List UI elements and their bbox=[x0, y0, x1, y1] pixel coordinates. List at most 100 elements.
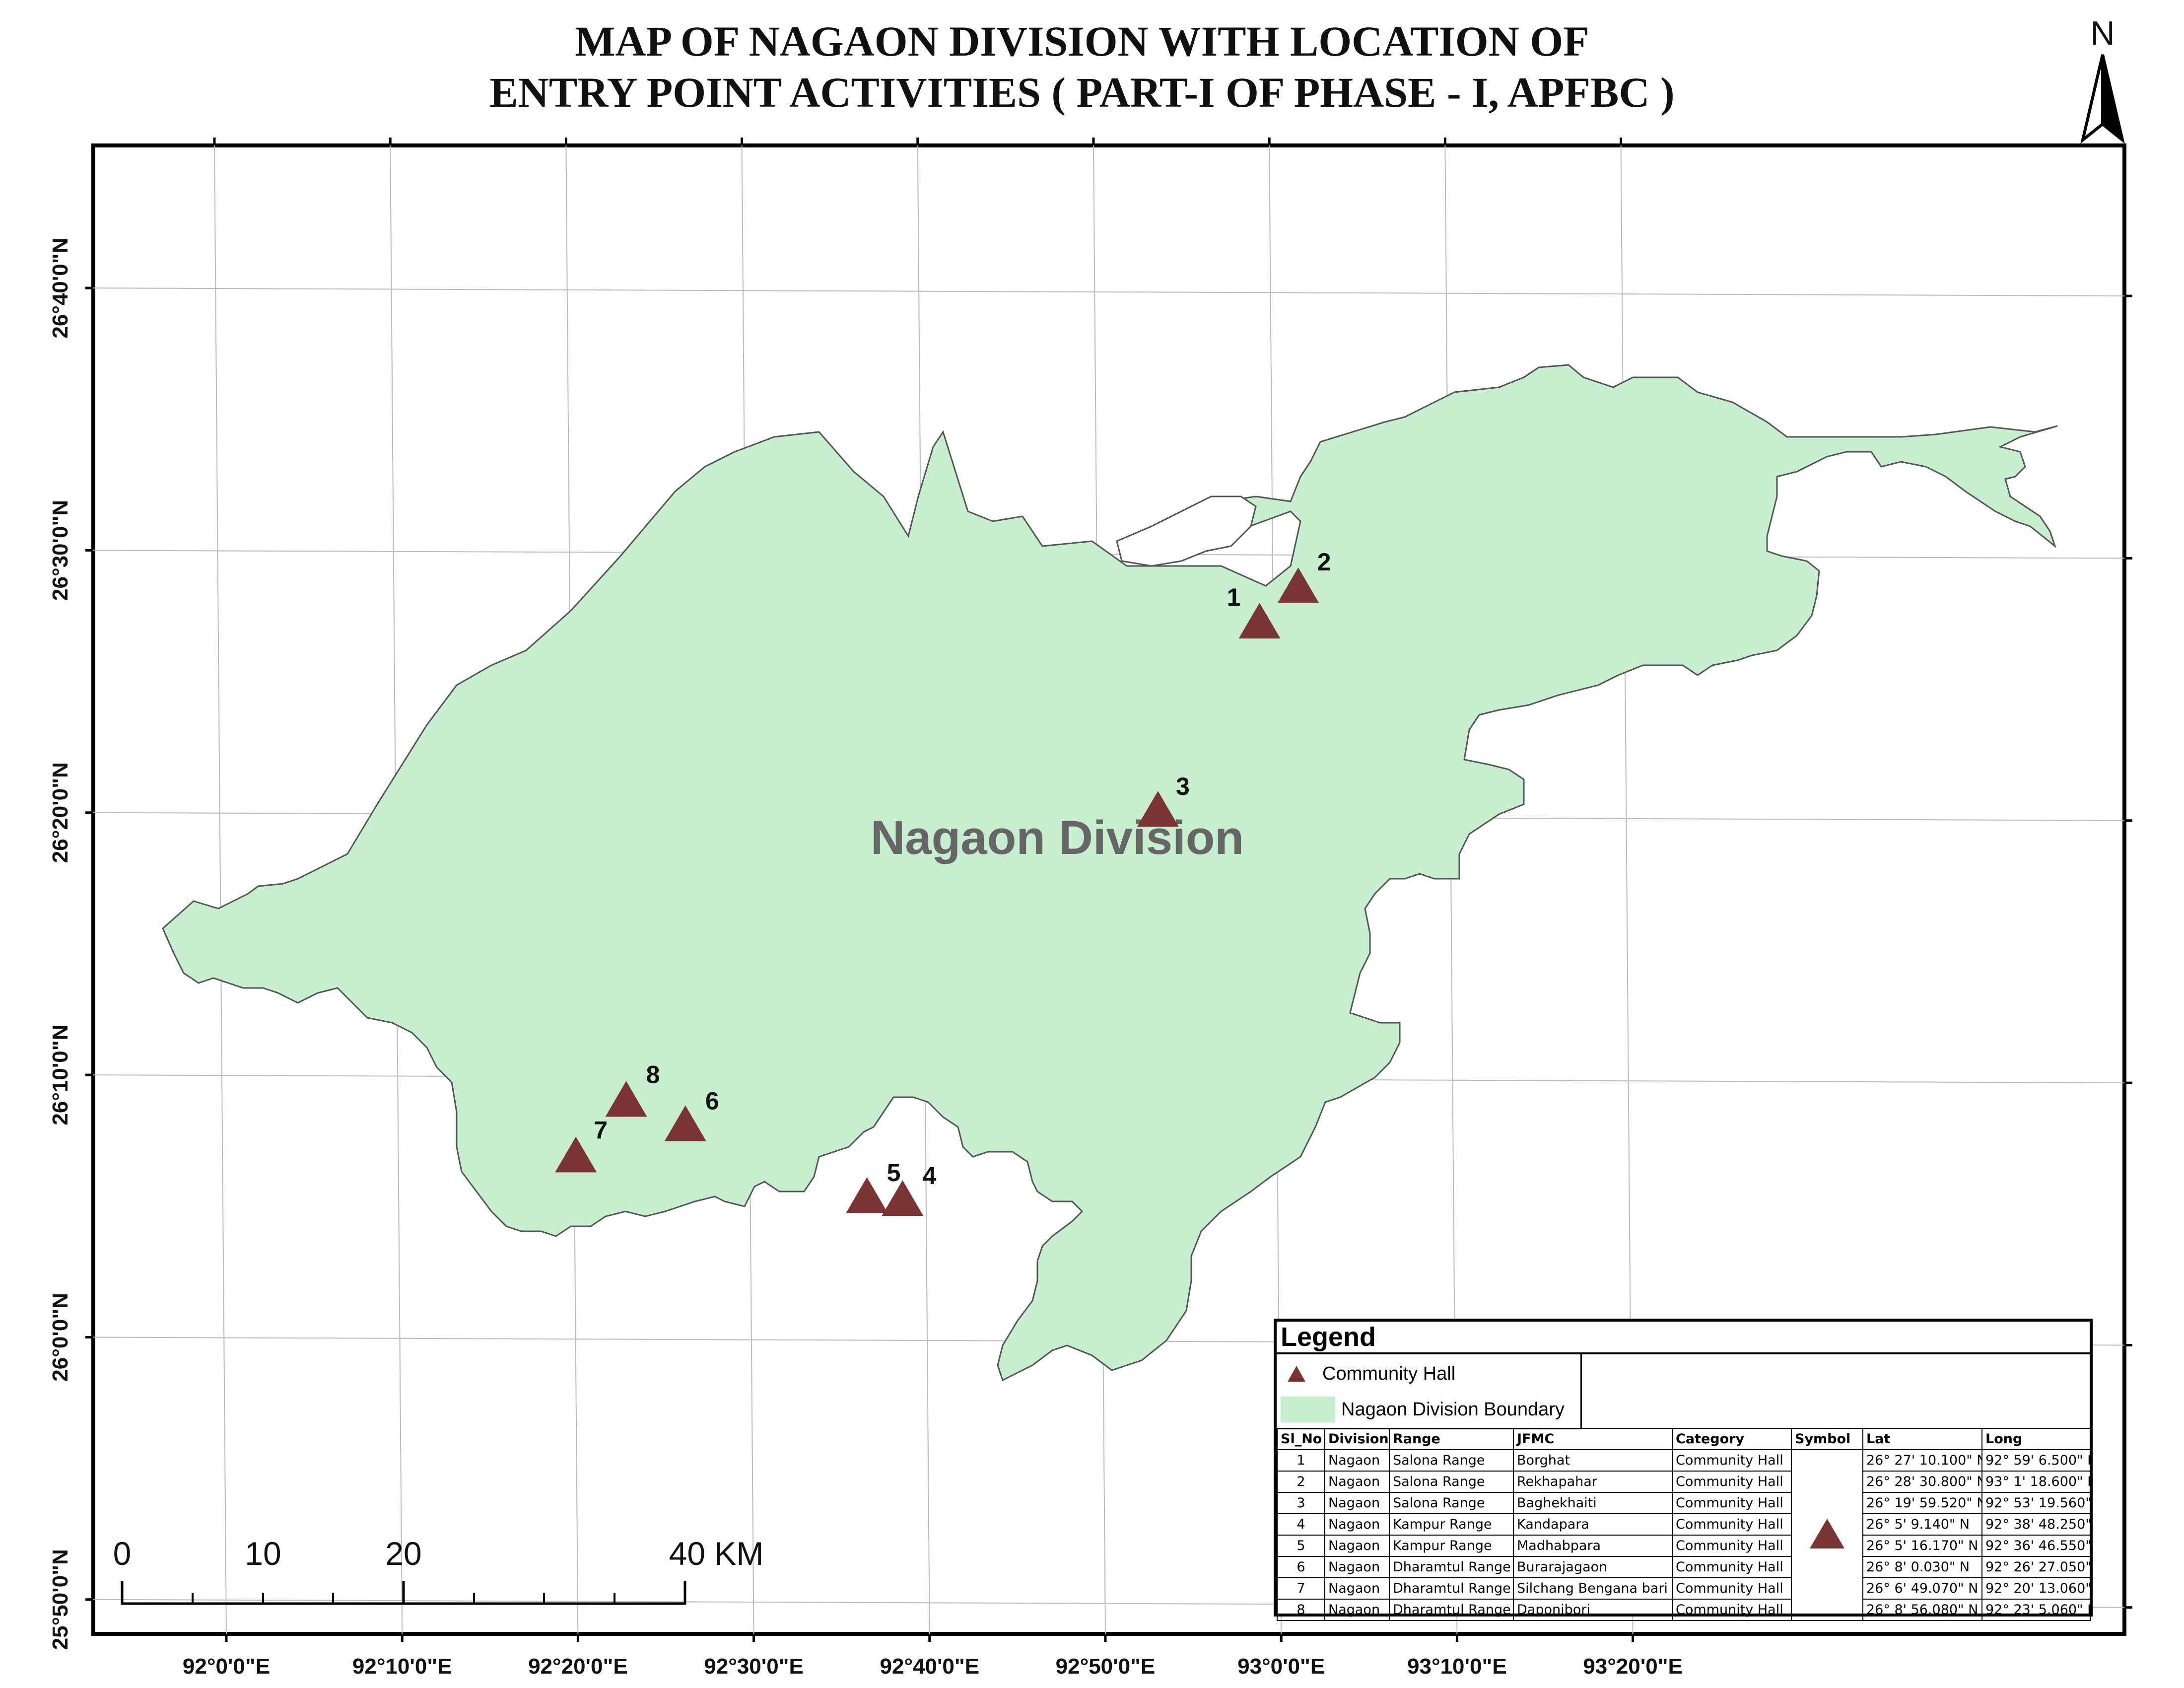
table-cell: Kandapara bbox=[1513, 1513, 1673, 1536]
latitude-label: 26°0'0"N bbox=[48, 1293, 72, 1382]
table-symbol-cell bbox=[1791, 1449, 1863, 1621]
site-number-label: 5 bbox=[887, 1159, 901, 1187]
table-cell: Kampur Range bbox=[1389, 1535, 1514, 1557]
table-cell: 26° 5' 9.140" N bbox=[1862, 1513, 1982, 1536]
table-cell: 92° 26' 27.050" E bbox=[1981, 1556, 2091, 1578]
legend-item-community-hall: Community Hall bbox=[1277, 1356, 1455, 1391]
latitude-label: 26°20'0"N bbox=[48, 762, 72, 863]
site-number-label: 7 bbox=[594, 1116, 608, 1144]
triangle-marker-icon bbox=[1810, 1518, 1844, 1548]
site-marker-3[interactable]: 3 bbox=[1137, 773, 1190, 827]
table-row: 6 Nagaon Dharamtul Range Burarajagaon Commun… bbox=[1277, 1556, 2091, 1578]
site-marker-4[interactable]: 4 bbox=[882, 1162, 936, 1216]
north-arrow-icon: N bbox=[2080, 14, 2125, 144]
site-number-label: 2 bbox=[1317, 548, 1331, 576]
site-marker-8[interactable]: 8 bbox=[605, 1060, 660, 1117]
table-cell: 3 bbox=[1277, 1492, 1325, 1514]
table-cell: 1 bbox=[1277, 1449, 1325, 1472]
table-cell: Community Hall bbox=[1672, 1513, 1792, 1536]
frame-ticks bbox=[85, 138, 2132, 1642]
table-row: 5 Nagaon Kampur Range Madhabpara Community H… bbox=[1277, 1535, 2091, 1557]
triangle-marker-icon bbox=[1238, 603, 1281, 639]
table-header: Category bbox=[1672, 1428, 1792, 1450]
table-row: 7 Nagaon Dharamtul Range Silchang Bengana b… bbox=[1277, 1577, 2091, 1600]
triangle-marker-icon bbox=[846, 1177, 888, 1213]
table-cell: Salona Range bbox=[1389, 1471, 1514, 1493]
triangle-marker-icon bbox=[664, 1105, 706, 1141]
table-cell: Nagaon bbox=[1324, 1556, 1390, 1578]
table-header: JFMC bbox=[1513, 1428, 1673, 1450]
latitude-label: 25°50'0"N bbox=[48, 1549, 72, 1650]
table-cell: Dharamtul Range bbox=[1389, 1556, 1514, 1578]
site-marker-1[interactable]: 1 bbox=[1227, 583, 1281, 639]
table-cell: Salona Range bbox=[1389, 1449, 1514, 1472]
parallel-line bbox=[93, 287, 2125, 297]
scale-label-40km: 40 KM bbox=[669, 1535, 764, 1572]
site-markers: 1 2 3 45 6 7 8 bbox=[555, 548, 1331, 1216]
table-cell: Community Hall bbox=[1672, 1449, 1792, 1472]
table-row: 2 Nagaon Salona Range Rekhapahar Community H… bbox=[1277, 1471, 2091, 1493]
table-row: 8 Nagaon Dharamtul Range Daponibori Communit… bbox=[1277, 1599, 2091, 1621]
table-cell: Nagaon bbox=[1324, 1492, 1390, 1514]
table-cell: Community Hall bbox=[1672, 1535, 1792, 1557]
table-cell: Dharamtul Range bbox=[1389, 1599, 1514, 1621]
table-cell: 6 bbox=[1277, 1556, 1325, 1578]
site-table: Sl_No Division Range JFMC Category Symbo… bbox=[1277, 1428, 2091, 1621]
table-cell: 5 bbox=[1277, 1535, 1325, 1557]
latitude-label: 26°10'0"N bbox=[48, 1025, 72, 1125]
division-hole bbox=[1116, 495, 1257, 567]
latitude-labels: 26°40'0"N 26°30'0"N 26°20'0"N 26°10'0"N 26°0… bbox=[48, 238, 72, 1650]
triangle-marker-icon bbox=[605, 1081, 647, 1117]
map-title-line1: MAP OF NAGAON DIVISION WITH LOCATION OF bbox=[575, 17, 1589, 65]
site-marker-6[interactable]: 6 bbox=[664, 1087, 719, 1141]
site-number-label: 6 bbox=[705, 1087, 719, 1115]
longitude-label: 92°40'0"E bbox=[880, 1654, 979, 1679]
table-header: Division bbox=[1324, 1428, 1390, 1450]
latitude-label: 26°40'0"N bbox=[48, 238, 72, 339]
table-header: Lat bbox=[1862, 1428, 1982, 1450]
site-number-label: 1 bbox=[1227, 583, 1241, 611]
longitude-label: 92°30'0"E bbox=[704, 1654, 804, 1679]
table-cell: 92° 38' 48.250" E bbox=[1981, 1513, 2091, 1536]
longitude-labels: 92°0'0"E 92°10'0"E 92°20'0"E 92°30'0"E 92°40… bbox=[183, 1654, 1683, 1679]
meridian-line bbox=[214, 145, 227, 1634]
triangle-marker-icon bbox=[1137, 791, 1179, 827]
table-cell: 8 bbox=[1277, 1599, 1325, 1621]
region-label: Nagaon Division bbox=[871, 811, 1244, 864]
table-header-row: Sl_No Division Range JFMC Category Symbo… bbox=[1277, 1428, 2091, 1450]
table-cell: 92° 20' 13.060" E bbox=[1981, 1577, 2091, 1600]
table-cell: 92° 36' 46.550" E bbox=[1981, 1535, 2091, 1557]
table-cell: Community Hall bbox=[1672, 1577, 1792, 1600]
longitude-label: 92°20'0"E bbox=[528, 1654, 628, 1679]
table-cell: Dharamtul Range bbox=[1389, 1577, 1514, 1600]
nagaon-division-boundary[interactable] bbox=[162, 364, 2058, 1382]
table-cell: Nagaon bbox=[1324, 1599, 1390, 1621]
north-label: N bbox=[2090, 14, 2115, 52]
legend-keys: Community Hall Nagaon Division Boundary bbox=[1277, 1354, 1582, 1429]
triangle-marker-icon bbox=[1277, 567, 1319, 604]
legend-title: Legend bbox=[1281, 1322, 1376, 1352]
site-number-label: 3 bbox=[1176, 773, 1190, 800]
site-marker-2[interactable]: 2 bbox=[1277, 548, 1331, 604]
site-marker-7[interactable]: 7 bbox=[555, 1116, 608, 1173]
table-cell: 26° 8' 56.080" N bbox=[1862, 1599, 1982, 1621]
table-cell: 26° 8' 0.030" N bbox=[1862, 1556, 1982, 1578]
longitude-label: 92°10'0"E bbox=[352, 1654, 452, 1679]
table-header: Range bbox=[1389, 1428, 1514, 1450]
table-cell: 92° 23' 5.060" E bbox=[1981, 1599, 2091, 1621]
legend-item-label: Nagaon Division Boundary bbox=[1341, 1399, 1565, 1420]
table-cell: Borghat bbox=[1513, 1449, 1673, 1472]
table-cell: Salona Range bbox=[1389, 1492, 1514, 1514]
longitude-label: 93°10'0"E bbox=[1407, 1654, 1507, 1679]
table-cell: 26° 6' 49.070" N bbox=[1862, 1577, 1982, 1600]
table-cell: Nagaon bbox=[1324, 1513, 1390, 1536]
table-cell: Kampur Range bbox=[1389, 1513, 1514, 1536]
table-cell: 26° 27' 10.100" N bbox=[1862, 1449, 1982, 1472]
table-cell: Madhabpara bbox=[1513, 1535, 1673, 1557]
table-cell: Community Hall bbox=[1672, 1599, 1792, 1621]
table-cell: Nagaon bbox=[1324, 1577, 1390, 1600]
site-marker-5[interactable]: 5 bbox=[846, 1159, 901, 1213]
longitude-label: 93°0'0"E bbox=[1237, 1654, 1325, 1679]
table-row: 1 Nagaon Salona Range Borghat Community Hall… bbox=[1277, 1449, 2091, 1621]
table-cell: 93° 1' 18.600" E bbox=[1981, 1471, 2091, 1493]
